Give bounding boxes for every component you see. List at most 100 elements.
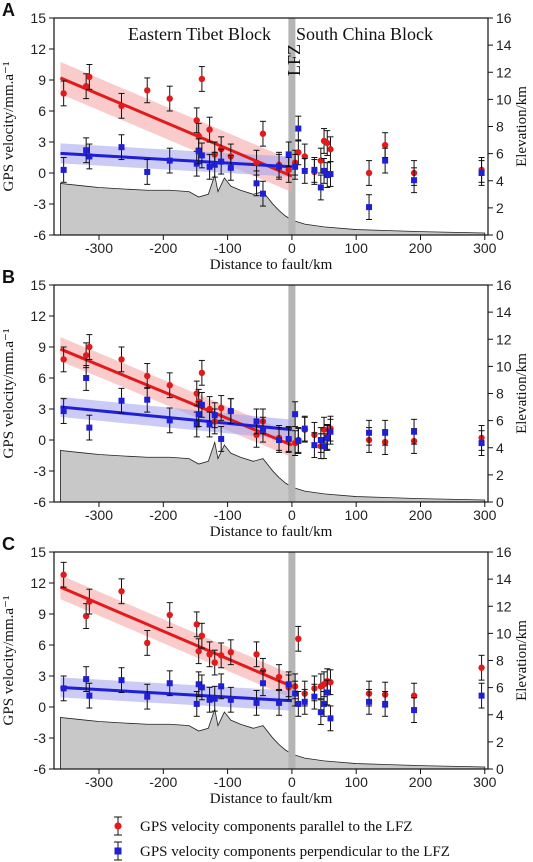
perpendicular-point — [253, 180, 260, 187]
y-axis-label: GPS velocity/mm.a⁻¹ — [1, 596, 17, 726]
perpendicular-point — [198, 401, 205, 408]
parallel-point — [295, 635, 302, 642]
perpendicular-point — [478, 692, 485, 699]
parallel-point — [227, 649, 235, 656]
y-tick-label: 3 — [38, 668, 46, 684]
parallel-point — [82, 83, 90, 90]
y2-tick-label: 6 — [496, 680, 504, 696]
perpendicular-point — [321, 167, 328, 174]
y2-tick-label: 14 — [496, 571, 512, 587]
perpendicular-point — [218, 435, 225, 442]
perpendicular-point — [198, 684, 205, 691]
perpendicular-point — [227, 408, 234, 415]
y-tick-label: -3 — [34, 463, 47, 479]
perpendicular-point — [324, 434, 331, 441]
parallel-point — [118, 102, 125, 110]
perpendicular-point — [317, 437, 324, 443]
perpendicular-point — [382, 700, 389, 707]
parallel-point — [86, 73, 93, 81]
y2-tick-label: 4 — [496, 173, 504, 189]
perpendicular-point — [198, 152, 205, 159]
perpendicular-point — [321, 443, 328, 450]
perpendicular-point — [276, 437, 283, 443]
y-tick-label: 9 — [38, 606, 46, 622]
perpendicular-point — [295, 700, 302, 707]
x-tick-label: 0 — [288, 507, 296, 523]
plot-area — [59, 18, 486, 235]
parallel-point — [118, 356, 125, 363]
y2-axis-label: Elevation/km — [514, 353, 530, 434]
parallel-point — [253, 431, 260, 439]
perpendicular-point — [118, 144, 125, 151]
y-axis-label: GPS velocity/mm.a⁻¹ — [1, 62, 17, 192]
parallel-point — [285, 166, 292, 174]
perpendicular-point — [301, 167, 308, 174]
y-tick-label: 15 — [30, 277, 46, 293]
perpendicular-point — [144, 396, 151, 403]
y2-tick-label: 16 — [496, 277, 512, 293]
perpendicular-point — [276, 163, 283, 170]
perpendicular-point — [166, 417, 173, 424]
y2-tick-label: 10 — [496, 625, 512, 641]
parallel-point — [195, 648, 202, 655]
perpendicular-point — [295, 125, 302, 132]
parallel-point — [211, 659, 218, 666]
x-axis-label: Distance to fault/km — [210, 791, 333, 807]
x-tick-label: -300 — [85, 240, 113, 256]
y-tick-label: 9 — [38, 339, 46, 355]
perpendicular-point — [60, 166, 67, 173]
y-tick-label: 6 — [38, 637, 46, 653]
y-tick-label: 3 — [38, 134, 46, 150]
parallel-point — [381, 141, 389, 149]
legend-parallel-marker — [114, 822, 122, 830]
perpendicular-point — [195, 411, 202, 418]
y-tick-label: 0 — [38, 699, 46, 715]
y2-tick-label: 12 — [496, 331, 512, 347]
y-tick-label: 3 — [38, 401, 46, 417]
y-tick-label: 12 — [30, 575, 46, 591]
y2-tick-label: 2 — [496, 734, 504, 750]
parallel-point — [259, 130, 267, 137]
y2-tick-label: 12 — [496, 598, 512, 614]
y-tick-label: 6 — [38, 370, 46, 386]
perpendicular-point — [206, 163, 213, 170]
parallel-point — [166, 611, 173, 619]
parallel-point — [198, 632, 206, 639]
perpendicular-point — [478, 170, 485, 176]
perpendicular-point — [311, 442, 318, 449]
y2-tick-label: 2 — [496, 467, 504, 483]
y2-tick-label: 10 — [496, 358, 512, 374]
y2-tick-label: 0 — [496, 761, 504, 777]
plot-area — [59, 552, 486, 769]
fault-line-lfz — [288, 285, 296, 502]
perpendicular-point — [327, 715, 334, 722]
perpendicular-point — [195, 681, 202, 688]
parallel-point — [144, 372, 151, 380]
parallel-point — [206, 405, 213, 413]
perpendicular-point — [166, 680, 173, 687]
perpendicular-fit-line — [60, 685, 292, 703]
perpendicular-point — [206, 421, 213, 428]
legend: GPS velocity components parallel to the … — [114, 816, 450, 861]
perpendicular-point — [218, 158, 225, 165]
y-axis-label: GPS velocity/mm.a⁻¹ — [1, 329, 17, 459]
parallel-fit-line — [59, 76, 293, 178]
y2-tick-label: 0 — [496, 494, 504, 510]
perpendicular-point — [292, 690, 299, 697]
perpendicular-point — [382, 157, 389, 164]
x-axis-label: Distance to fault/km — [210, 524, 333, 540]
y-tick-label: 12 — [30, 308, 46, 324]
fault-line-lfz — [288, 552, 296, 769]
y2-tick-label: 8 — [496, 119, 504, 135]
y-tick-label: -6 — [34, 761, 47, 777]
parallel-point — [144, 639, 151, 647]
perpendicular-point — [295, 438, 302, 445]
panel-letter: C — [2, 534, 15, 554]
y-tick-label: -3 — [34, 730, 47, 746]
y-tick-label: -6 — [34, 227, 47, 243]
perpendicular-point — [86, 153, 93, 160]
perpendicular-point — [253, 699, 260, 706]
plot-area — [59, 285, 486, 502]
y2-tick-label: 12 — [496, 64, 512, 80]
y2-tick-label: 4 — [496, 707, 504, 723]
